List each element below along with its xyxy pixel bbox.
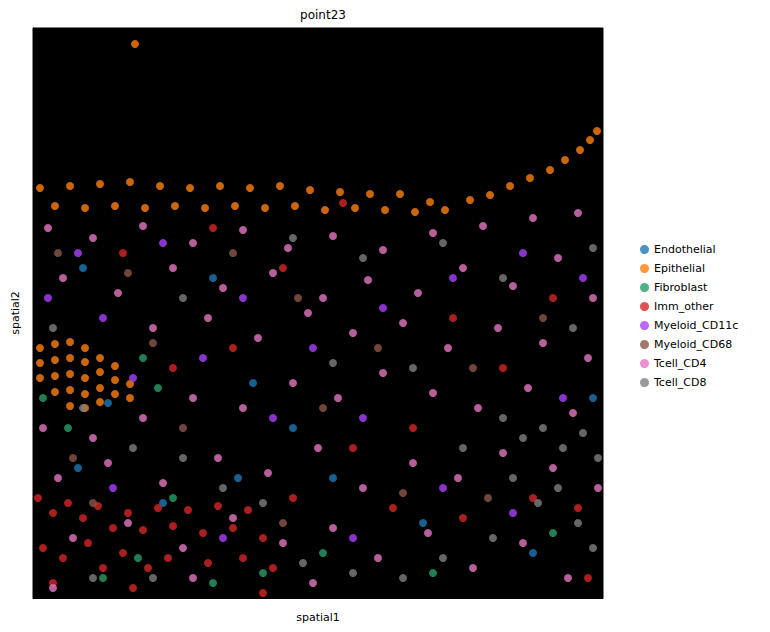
svg-text:Endothelial: Endothelial [654, 243, 716, 256]
svg-text:Epithelial: Epithelial [654, 262, 705, 275]
svg-text:spatial2: spatial2 [9, 291, 22, 335]
svg-text:Myeloid_CD68: Myeloid_CD68 [654, 338, 732, 351]
svg-text:Tcell_CD8: Tcell_CD8 [653, 376, 706, 389]
svg-text:spatial1: spatial1 [296, 611, 340, 624]
svg-text:Myeloid_CD11c: Myeloid_CD11c [654, 319, 738, 332]
svg-text:Imm_other: Imm_other [654, 300, 714, 313]
svg-text:point23: point23 [300, 8, 346, 22]
svg-text:Tcell_CD4: Tcell_CD4 [653, 357, 706, 370]
svg-text:Fibroblast: Fibroblast [654, 281, 708, 294]
